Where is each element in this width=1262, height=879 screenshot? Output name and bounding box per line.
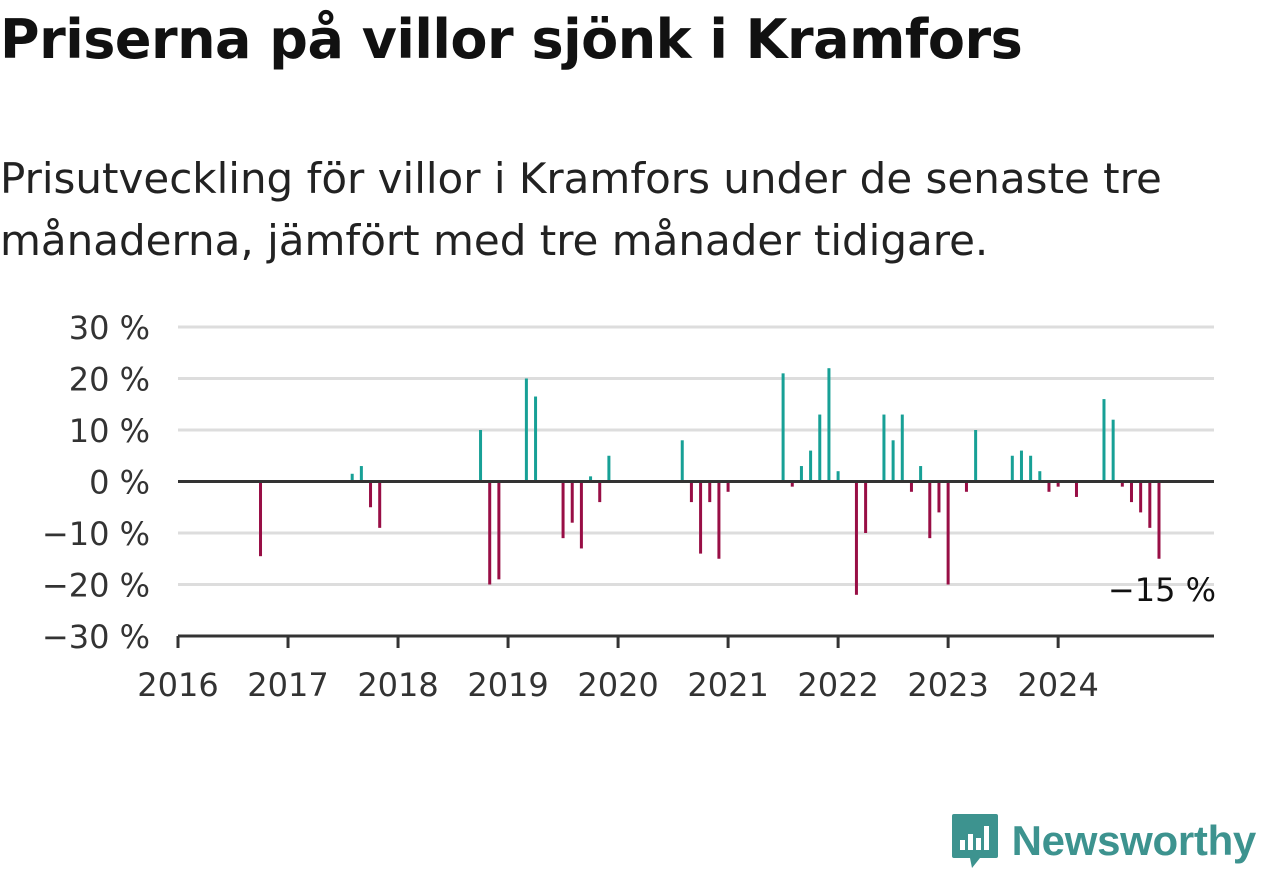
newsworthy-logo-icon [951, 814, 998, 868]
bar [1111, 419, 1115, 482]
bar [1139, 481, 1143, 513]
bar [1029, 455, 1033, 482]
bar [964, 481, 968, 492]
y-tick-label: −20 % [42, 567, 150, 605]
bar [479, 430, 483, 482]
bar [378, 481, 382, 528]
bar [579, 481, 583, 549]
bar [974, 430, 978, 482]
bar [524, 378, 528, 482]
bar [900, 414, 904, 482]
bar [570, 481, 574, 523]
bar [836, 471, 840, 482]
bar [717, 481, 721, 559]
bar [909, 481, 913, 492]
x-tick-label: 2022 [797, 666, 878, 704]
bar [359, 466, 363, 482]
bar [689, 481, 693, 503]
bar [488, 481, 492, 585]
bar [919, 466, 923, 482]
y-tick-label: 20 % [69, 361, 150, 399]
bar [589, 476, 593, 482]
bar [1120, 481, 1124, 487]
bar [497, 481, 501, 580]
bar [369, 481, 373, 508]
bar [882, 414, 886, 482]
x-tick-label: 2018 [357, 666, 438, 704]
bar [708, 481, 712, 503]
x-tick-label: 2024 [1017, 666, 1098, 704]
bar [607, 455, 611, 482]
bar [1019, 450, 1023, 482]
bar [598, 481, 602, 503]
bar [534, 396, 538, 482]
bar [781, 373, 785, 482]
bar [350, 473, 354, 482]
y-tick-label: 10 % [69, 412, 150, 450]
bar [937, 481, 941, 513]
bar [809, 450, 813, 482]
x-tick-label: 2020 [577, 666, 658, 704]
bar [1056, 481, 1060, 487]
bar [1010, 455, 1014, 482]
brand-name: Newsworthy [1011, 817, 1257, 864]
bar [1157, 481, 1161, 559]
chart-subtitle: Prisutveckling för villor i Kramfors und… [0, 154, 1162, 265]
data-label: −15 % [1108, 571, 1216, 609]
chart-title: Priserna på villor sjönk i Kramfors [0, 8, 1023, 71]
bar [1129, 481, 1133, 503]
bar [928, 481, 932, 539]
bar [854, 481, 858, 595]
bar [1074, 481, 1078, 497]
bar [790, 481, 794, 487]
bar [699, 481, 703, 554]
bar [946, 481, 950, 585]
bar [891, 440, 895, 482]
bar [864, 481, 868, 533]
bar [680, 440, 684, 482]
bar [1102, 399, 1106, 482]
y-tick-label: −30 % [42, 618, 150, 656]
bar [259, 481, 263, 557]
y-tick-label: −10 % [42, 515, 150, 553]
bar [726, 481, 730, 492]
x-tick-label: 2023 [907, 666, 988, 704]
bar [561, 481, 565, 539]
x-tick-label: 2017 [247, 666, 328, 704]
bar [818, 414, 822, 482]
x-tick-label: 2021 [687, 666, 768, 704]
x-tick-label: 2019 [467, 666, 548, 704]
brand-logo: Newsworthy [950, 811, 1256, 871]
x-tick-label: 2016 [137, 666, 218, 704]
y-tick-label: 0 % [89, 464, 150, 502]
bar [827, 368, 831, 482]
bar [799, 466, 803, 482]
y-tick-label: 30 % [69, 309, 150, 347]
bar [1148, 481, 1152, 528]
bar [1038, 471, 1042, 482]
bar [1047, 481, 1051, 492]
